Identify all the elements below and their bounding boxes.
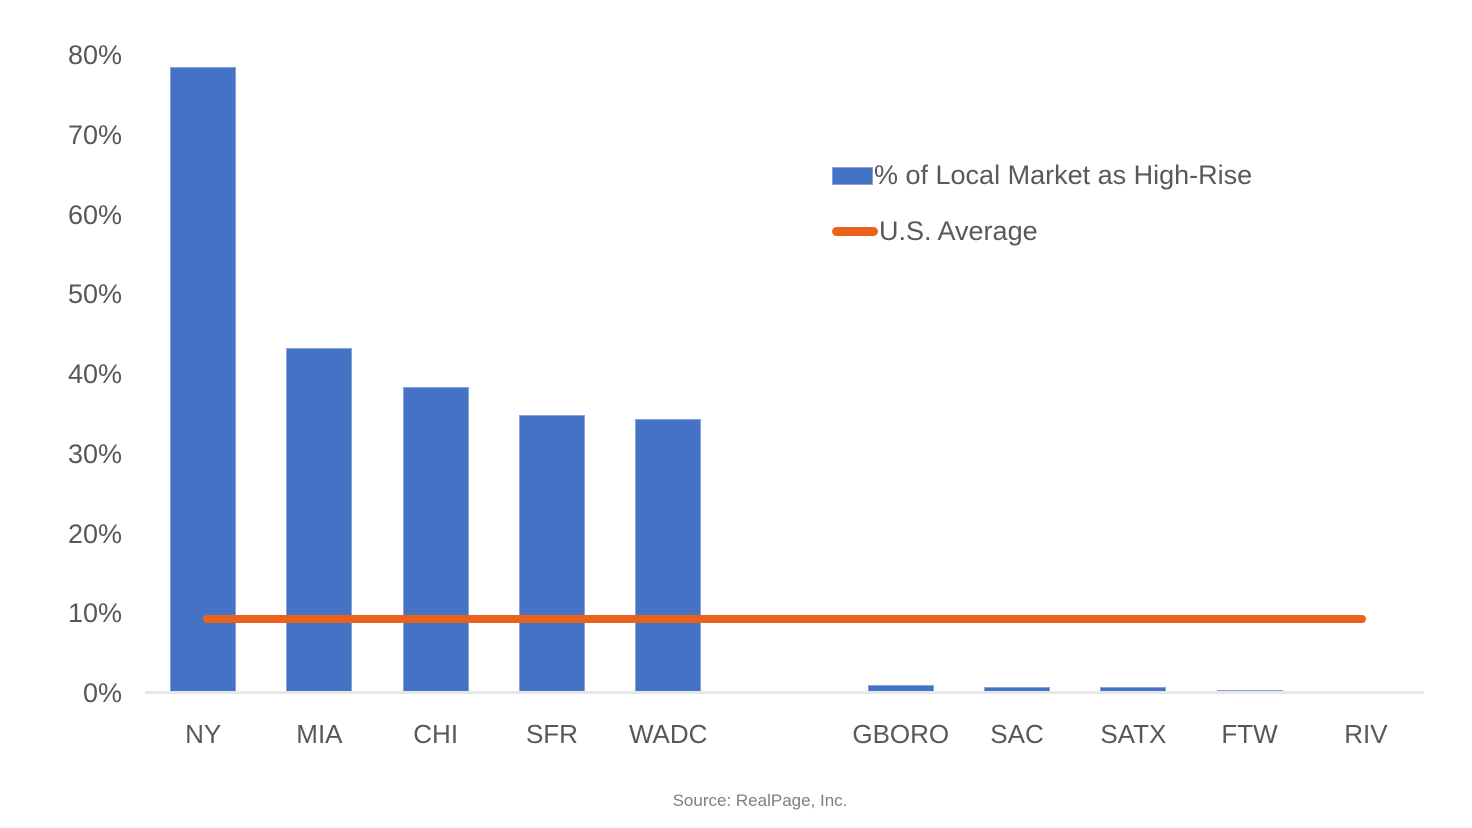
y-axis-tick-label: 0% bbox=[82, 678, 122, 708]
legend-line-swatch-icon bbox=[832, 227, 878, 236]
x-axis-category-label-wadc: WADC bbox=[628, 719, 708, 749]
y-axis-tick-label: 50% bbox=[67, 279, 122, 310]
x-axis-category-label-sac: SAC bbox=[990, 719, 1044, 749]
bar-wadc bbox=[635, 418, 702, 693]
legend-bar-series-label: % of Local Market as High-Rise bbox=[874, 160, 1253, 190]
legend-item-average-line: U.S. Average bbox=[832, 216, 1252, 256]
x-axis-category-label-chi: CHI bbox=[413, 719, 459, 749]
x-axis-category-label-ny: NY bbox=[185, 719, 222, 749]
y-axis-tick-label: 40% bbox=[67, 359, 122, 389]
x-axis-category-label-mia: MIA bbox=[296, 719, 343, 749]
x-axis-category-label-riv: RIV bbox=[1344, 719, 1388, 749]
source-caption: Source: RealPage, Inc. bbox=[672, 791, 848, 810]
bar-mia bbox=[286, 348, 353, 693]
bar-sfr bbox=[518, 414, 585, 693]
y-axis-tick-label: 80% bbox=[67, 40, 122, 70]
y-axis-tick-label: 60% bbox=[67, 199, 122, 230]
legend-bar-swatch-icon bbox=[832, 166, 873, 185]
x-axis-category-label-gboro: GBORO bbox=[852, 719, 950, 749]
x-axis-category-label-ftw: FTW bbox=[1221, 719, 1278, 749]
bar-chi bbox=[402, 386, 469, 693]
y-axis-tick-label: 10% bbox=[67, 598, 122, 629]
legend-average-label: U.S. Average bbox=[879, 216, 1038, 246]
x-axis-baseline bbox=[145, 691, 1424, 694]
legend: % of Local Market as High-Rise U.S. Aver… bbox=[832, 160, 1252, 272]
x-axis-category-label-sfr: SFR bbox=[525, 719, 578, 749]
legend-item-bar-series: % of Local Market as High-Rise bbox=[832, 160, 1252, 200]
bar-ny bbox=[170, 66, 237, 693]
y-axis-tick-label: 30% bbox=[67, 438, 122, 469]
us-average-line bbox=[203, 614, 1366, 623]
x-axis-category-label-satx: SATX bbox=[1100, 719, 1167, 749]
y-axis-tick-label: 20% bbox=[67, 518, 122, 549]
y-axis-tick-label: 70% bbox=[67, 119, 122, 150]
